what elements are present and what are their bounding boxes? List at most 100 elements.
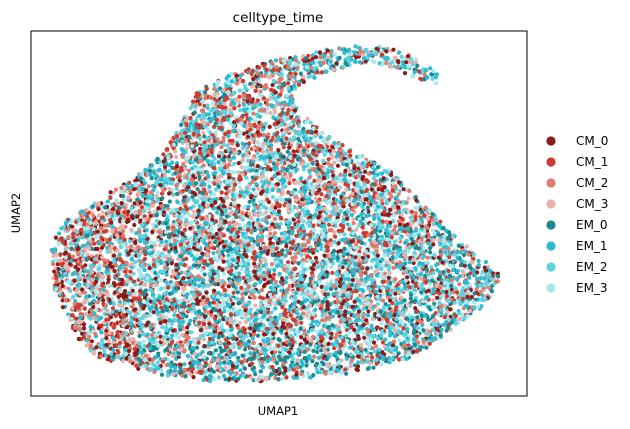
- point-cm_0: [310, 56, 315, 61]
- point-cm_0: [217, 241, 222, 246]
- point-em_0: [167, 199, 172, 204]
- point-em_3: [392, 213, 397, 218]
- point-cm_2: [186, 168, 192, 173]
- point-em_3: [395, 325, 400, 330]
- point-em_1: [200, 349, 205, 355]
- point-em_2: [76, 276, 81, 281]
- point-em_1: [180, 314, 185, 319]
- point-cm_3: [221, 87, 226, 92]
- point-em_1: [72, 270, 77, 275]
- point-cm_3: [405, 232, 410, 237]
- point-em_3: [263, 193, 268, 198]
- point-cm_2: [306, 240, 311, 245]
- point-cm_3: [106, 338, 111, 343]
- point-em_1: [224, 76, 229, 81]
- point-cm_1: [286, 81, 291, 86]
- point-em_1: [188, 318, 193, 323]
- point-em_3: [427, 281, 432, 286]
- point-cm_0: [284, 244, 289, 249]
- point-cm_2: [239, 117, 244, 122]
- point-em_2: [380, 225, 385, 230]
- point-em_3: [347, 179, 352, 184]
- point-em_1: [353, 44, 358, 49]
- point-cm_0: [431, 242, 436, 247]
- point-em_0: [247, 199, 252, 204]
- point-cm_0: [133, 241, 138, 246]
- point-cm_1: [255, 98, 260, 103]
- point-em_2: [326, 174, 331, 179]
- point-cm_1: [90, 274, 95, 279]
- point-em_2: [156, 330, 161, 335]
- point-cm_0: [167, 191, 172, 196]
- point-em_1: [405, 336, 410, 341]
- point-em_1: [387, 360, 392, 365]
- point-cm_3: [380, 317, 385, 322]
- point-em_3: [397, 338, 402, 343]
- point-em_2: [300, 343, 305, 349]
- point-em_3: [233, 270, 238, 275]
- point-em_2: [160, 251, 165, 256]
- point-cm_1: [115, 330, 120, 335]
- point-cm_3: [186, 299, 191, 304]
- point-em_1: [169, 333, 174, 338]
- point-em_2: [332, 239, 337, 245]
- point-cm_2: [250, 179, 255, 184]
- point-em_2: [448, 242, 454, 247]
- point-cm_3: [418, 276, 423, 281]
- point-em_3: [120, 307, 126, 312]
- point-em_2: [404, 331, 409, 336]
- point-em_1: [411, 337, 416, 342]
- point-em_1: [405, 327, 410, 332]
- point-em_2: [228, 97, 233, 102]
- point-cm_0: [122, 289, 128, 294]
- point-cm_2: [392, 227, 397, 232]
- point-em_1: [222, 309, 227, 314]
- point-cm_3: [461, 270, 466, 275]
- point-em_1: [273, 58, 279, 63]
- point-em_3: [384, 237, 389, 242]
- point-em_1: [368, 238, 373, 243]
- point-cm_2: [393, 224, 398, 229]
- point-cm_3: [184, 146, 189, 151]
- point-em_2: [232, 161, 237, 166]
- point-em_1: [369, 323, 374, 328]
- point-cm_0: [291, 217, 296, 222]
- point-cm_3: [174, 155, 179, 160]
- point-em_2: [234, 245, 240, 250]
- point-cm_2: [201, 163, 206, 168]
- point-em_0: [225, 227, 231, 232]
- point-cm_1: [336, 228, 341, 233]
- point-cm_2: [265, 102, 270, 107]
- point-em_0: [301, 126, 306, 131]
- point-cm_1: [437, 291, 442, 296]
- point-cm_3: [247, 211, 252, 216]
- point-em_1: [250, 336, 255, 341]
- point-cm_3: [436, 237, 441, 243]
- point-cm_3: [259, 175, 264, 180]
- point-em_1: [229, 328, 234, 333]
- point-cm_0: [101, 298, 106, 303]
- point-em_2: [270, 195, 275, 200]
- point-em_0: [159, 372, 165, 377]
- point-cm_1: [82, 306, 87, 311]
- point-cm_1: [231, 290, 236, 295]
- point-em_2: [434, 217, 439, 222]
- point-em_3: [136, 267, 141, 273]
- point-em_1: [111, 336, 116, 341]
- point-em_2: [216, 375, 222, 380]
- point-em_1: [79, 209, 85, 214]
- point-em_3: [363, 219, 368, 224]
- point-cm_3: [98, 249, 103, 254]
- chart-title: celltype_time: [233, 10, 324, 26]
- point-cm_2: [95, 300, 100, 305]
- point-cm_1: [330, 270, 335, 275]
- point-em_0: [213, 282, 218, 287]
- point-em_2: [292, 135, 297, 140]
- point-em_0: [196, 225, 201, 230]
- point-cm_2: [269, 262, 274, 267]
- point-cm_2: [273, 279, 279, 284]
- point-cm_1: [58, 252, 63, 257]
- point-em_1: [260, 127, 265, 132]
- point-cm_3: [464, 244, 469, 249]
- point-cm_2: [351, 221, 356, 226]
